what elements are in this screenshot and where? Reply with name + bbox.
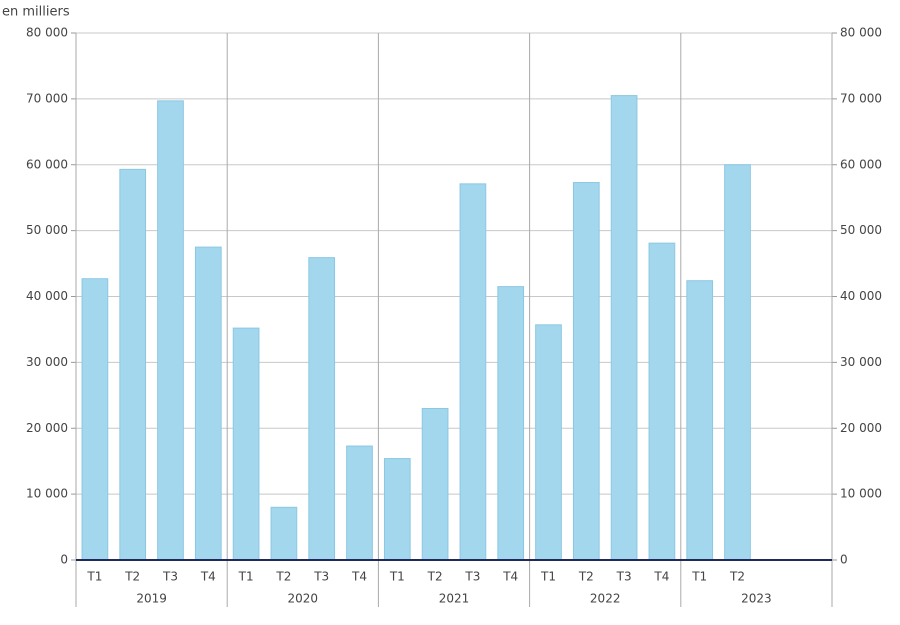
- bar: [346, 445, 373, 561]
- bar: [610, 95, 638, 561]
- group-label: 2019: [136, 592, 167, 606]
- x-tick-label: T4: [200, 570, 216, 584]
- bar: [81, 278, 109, 561]
- bar: [383, 458, 411, 561]
- x-tick-label: T1: [86, 570, 102, 584]
- group-label: 2023: [741, 592, 772, 606]
- x-tick-label: T2: [729, 570, 745, 584]
- x-tick-label: T1: [238, 570, 254, 584]
- y-tick-label: 10 000: [26, 487, 68, 501]
- y2-tick-label: 20 000: [840, 421, 882, 435]
- bar: [459, 183, 487, 561]
- y-tick-label: 80 000: [26, 26, 68, 40]
- group-label: 2021: [439, 592, 470, 606]
- x-tick-label: T2: [124, 570, 140, 584]
- y-tick-label: 0: [60, 553, 68, 567]
- x-tick-label: T4: [502, 570, 518, 584]
- bar: [270, 506, 298, 561]
- x-tick-label: T3: [464, 570, 480, 584]
- y2-tick-label: 10 000: [840, 487, 882, 501]
- bar: [572, 182, 600, 561]
- x-tick-label: T3: [313, 570, 329, 584]
- y-axis-label: en milliers: [2, 5, 70, 20]
- y2-tick-label: 30 000: [840, 355, 882, 369]
- bar: [232, 327, 260, 561]
- bar: [724, 164, 751, 561]
- group-label: 2020: [288, 592, 319, 606]
- bar: [421, 407, 449, 561]
- group-label: 2022: [590, 592, 621, 606]
- x-tick-label: T2: [275, 570, 291, 584]
- bar: [497, 286, 525, 561]
- x-tick-label: T2: [578, 570, 594, 584]
- y2-tick-label: 60 000: [840, 157, 882, 171]
- y2-tick-label: 80 000: [840, 26, 882, 40]
- y-tick-label: 40 000: [26, 289, 68, 303]
- y-tick-label: 20 000: [26, 421, 68, 435]
- x-tick-label: T1: [389, 570, 405, 584]
- x-tick-label: T4: [653, 570, 669, 584]
- bar: [194, 246, 222, 561]
- x-tick-label: T3: [162, 570, 178, 584]
- bar: [308, 257, 336, 561]
- y-tick-label: 70 000: [26, 91, 68, 105]
- y2-tick-label: 0: [840, 553, 848, 567]
- x-tick-label: T1: [691, 570, 707, 584]
- bar: [157, 100, 184, 561]
- x-tick-label: T1: [540, 570, 556, 584]
- bar: [648, 242, 676, 561]
- bar: [119, 168, 147, 561]
- y2-tick-label: 40 000: [840, 289, 882, 303]
- bar: [535, 324, 562, 561]
- y-tick-label: 30 000: [26, 355, 68, 369]
- y2-tick-label: 70 000: [840, 91, 882, 105]
- y2-tick-label: 50 000: [840, 223, 882, 237]
- y-tick-label: 60 000: [26, 157, 68, 171]
- y-tick-label: 50 000: [26, 223, 68, 237]
- bar: [686, 280, 714, 561]
- x-tick-label: T2: [427, 570, 443, 584]
- x-tick-label: T4: [351, 570, 367, 584]
- x-tick-label: T3: [616, 570, 632, 584]
